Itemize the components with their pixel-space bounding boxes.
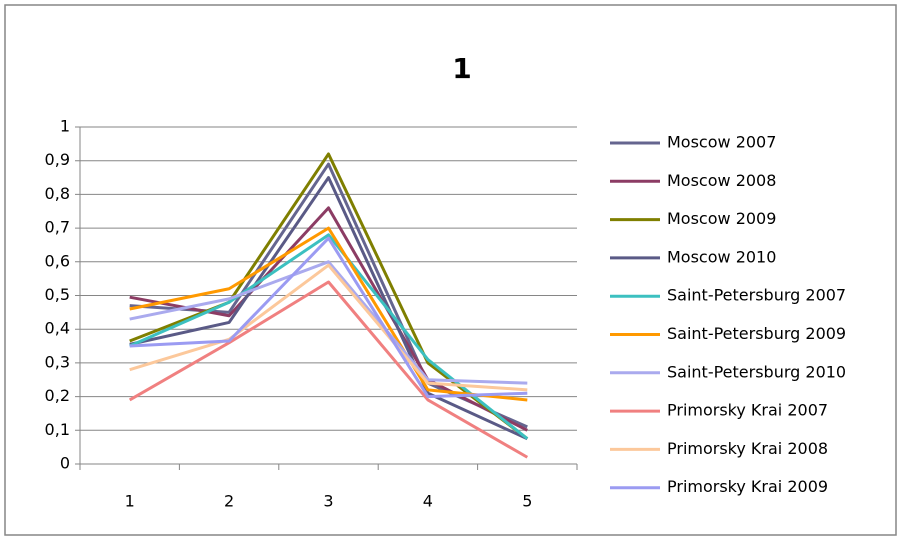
series-line: [129, 260, 528, 385]
y-tick-label: 0,4: [45, 319, 70, 338]
series-line: [129, 226, 528, 402]
x-tick-label: 3: [323, 492, 333, 511]
legend-label: Moscow 2009: [667, 209, 776, 228]
y-tick-label: 0: [60, 454, 70, 473]
y-tick-label: 0,6: [45, 251, 70, 270]
y-tick-label: 1: [60, 117, 70, 136]
y-tick-label: 0,9: [45, 150, 70, 169]
legend-label: Saint-Petersburg 2007: [667, 286, 846, 305]
x-tick-label: 4: [423, 492, 433, 511]
chart-frame: [4, 4, 897, 536]
y-tick-label: 0,3: [45, 352, 70, 371]
x-tick-label: 2: [224, 492, 234, 511]
y-tick-label: 0,8: [45, 184, 70, 203]
legend-label: Saint-Petersburg 2009: [667, 324, 846, 343]
legend-label: Saint-Petersburg 2010: [667, 362, 846, 381]
series-line: [129, 236, 528, 399]
legend-label: Primorsky Krai 2009: [667, 477, 828, 496]
series-line: [128, 280, 529, 459]
y-tick-label: 0,7: [45, 218, 70, 237]
legend-label: Primorsky Krai 2007: [667, 401, 828, 420]
y-tick-label: 0,5: [45, 285, 70, 304]
series-line: [129, 152, 529, 440]
y-tick-label: 0,2: [45, 386, 70, 405]
legend-label: Primorsky Krai 2008: [667, 439, 828, 458]
x-tick-label: 5: [522, 492, 532, 511]
legend-label: Moscow 2007: [667, 133, 776, 152]
y-tick-label: 0,1: [45, 420, 70, 439]
series-line: [129, 176, 528, 441]
legend-label: Moscow 2010: [667, 247, 776, 266]
x-tick-label: 1: [125, 492, 135, 511]
series-line: [129, 263, 528, 392]
legend-label: Moscow 2008: [667, 171, 776, 190]
chart-title: 1: [452, 52, 471, 85]
